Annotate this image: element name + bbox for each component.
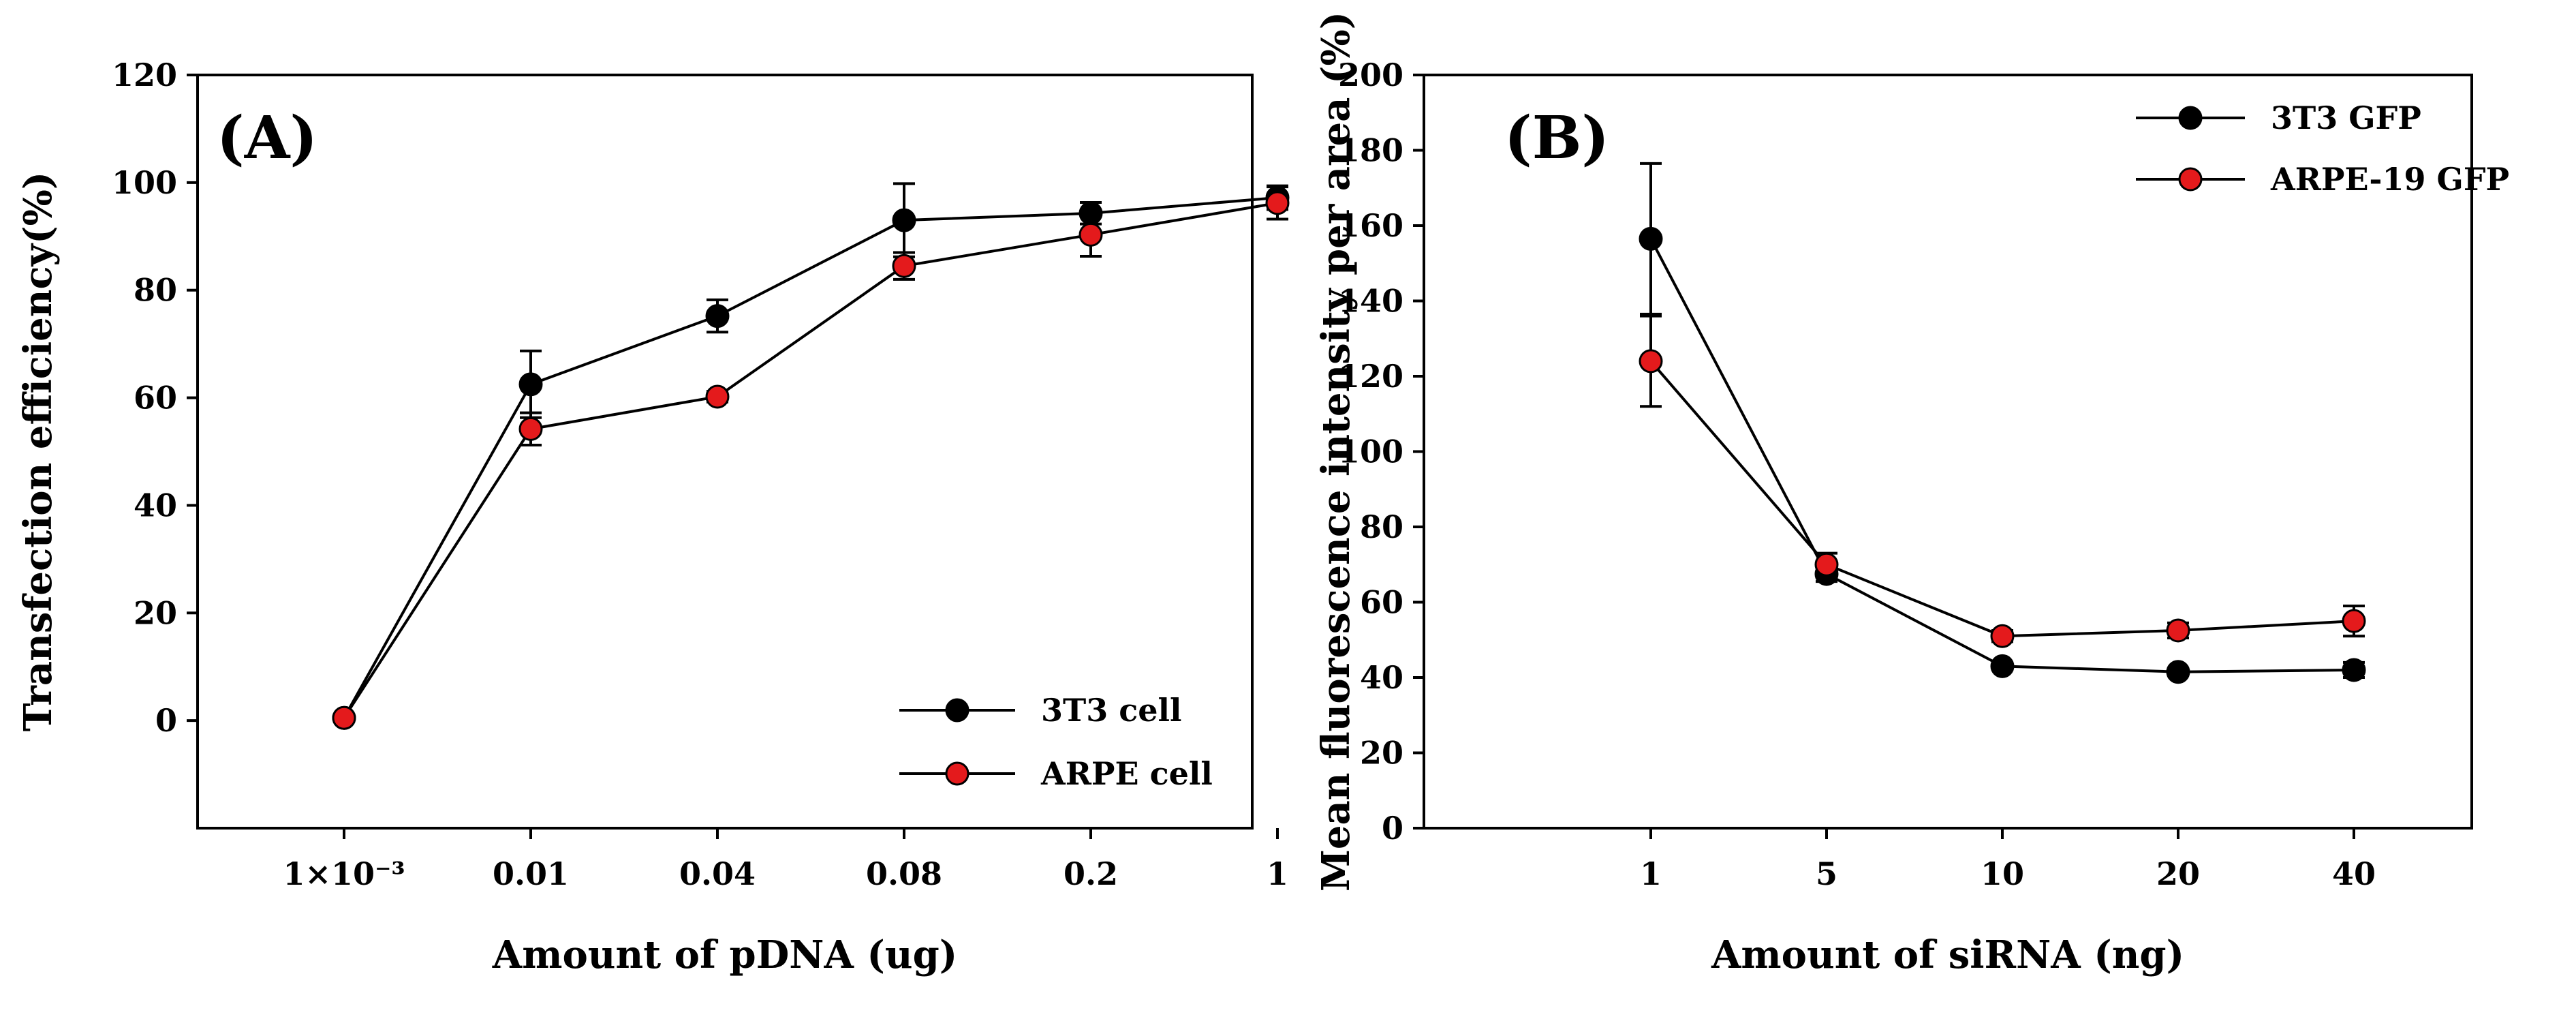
legend-marker — [2178, 106, 2203, 130]
y-tick-label: 60 — [1360, 584, 1403, 621]
series-line — [1649, 360, 2355, 638]
y-tick-label: 100 — [112, 164, 177, 201]
y-tick-label: 40 — [1360, 659, 1403, 696]
x-tick-label: 1×10⁻³ — [283, 855, 405, 892]
y-tick-label: 120 — [1338, 358, 1403, 395]
data-point — [2342, 658, 2366, 682]
x-tick-label: 1 — [1640, 855, 1662, 892]
data-point — [1078, 222, 1103, 247]
data-point — [518, 372, 543, 397]
series-black — [1639, 162, 2366, 684]
legend-marker — [2178, 167, 2203, 192]
plot-frame — [196, 74, 1254, 830]
legend: 3T3 cell ARPE cell — [899, 692, 1213, 792]
chart-panel-1: 0 20 40 60 80 100 120 1×10⁻³ 0.01 0.04 0.08 0.2 1 Amo… — [16, 57, 1290, 977]
legend-marker — [945, 698, 969, 723]
legend-label: ARPE cell — [1040, 755, 1213, 792]
x-tick-label: 20 — [2156, 855, 2200, 892]
x-tick-label: 5 — [1816, 855, 1837, 892]
y-tick-label: 80 — [134, 272, 177, 309]
legend-marker — [945, 761, 969, 786]
data-point — [1814, 552, 1839, 577]
y-tick-label: 160 — [1338, 207, 1403, 244]
series-line — [343, 201, 1278, 719]
y-axis-title: Transfection efficiency(%) — [16, 172, 61, 732]
y-tick-label: 0 — [1382, 810, 1403, 847]
chart-panel-2: 0 20 40 60 80 100 120 140 160 180 200 1 5 10 20 40 Amoun… — [1314, 12, 2509, 977]
x-tick-label: 0.01 — [493, 855, 569, 892]
x-axis-title: Amount of siRNA (ng) — [1711, 932, 2184, 977]
data-point — [2166, 660, 2190, 684]
data-point — [1265, 191, 1290, 215]
series-line — [343, 196, 1278, 719]
series-line — [1649, 238, 2355, 673]
legend-label: 3T3 GFP — [2271, 100, 2421, 136]
y-tick-label: 20 — [1360, 735, 1403, 772]
y-tick-label: 0 — [155, 702, 177, 739]
y-tick-label: 120 — [112, 57, 177, 93]
data-point — [518, 416, 543, 441]
y-axis-title: Mean fluorescence intensity per area (%) — [1314, 12, 1359, 892]
x-axis-title: Amount of pDNA (ug) — [492, 932, 958, 977]
data-point — [705, 304, 730, 329]
data-point — [2342, 609, 2366, 633]
x-tick-label: 40 — [2332, 855, 2376, 892]
x-tick-label: 10 — [1981, 855, 2024, 892]
y-tick-label: 140 — [1338, 283, 1403, 320]
data-point — [892, 254, 916, 278]
y-tick-label: 180 — [1338, 132, 1403, 169]
y-tick-label: 100 — [1338, 434, 1403, 470]
y-tick-label: 200 — [1338, 57, 1403, 93]
legend-label: 3T3 cell — [1041, 692, 1181, 729]
series-red — [1639, 314, 2366, 648]
data-point — [705, 384, 730, 409]
data-point — [892, 208, 916, 232]
y-tick-label: 40 — [134, 487, 177, 523]
data-point — [2166, 618, 2190, 643]
data-point — [1639, 226, 1663, 251]
data-point — [332, 705, 356, 730]
y-tick-label: 60 — [134, 380, 177, 416]
x-tick-label: 1 — [1267, 855, 1288, 892]
series-black — [332, 182, 1290, 730]
y-tick-label: 20 — [134, 594, 177, 631]
data-point — [1990, 654, 2015, 678]
series-red — [332, 185, 1290, 730]
data-point — [1990, 624, 2015, 648]
x-tick-label: 0.04 — [679, 855, 756, 892]
legend: 3T3 GFP ARPE-19 GFP — [2136, 100, 2509, 198]
panel-label: (B) — [1504, 104, 1609, 172]
data-point — [1639, 349, 1663, 374]
x-tick-label: 0.2 — [1064, 855, 1118, 892]
panel-label: (A) — [217, 104, 317, 172]
y-tick-label: 80 — [1360, 508, 1403, 545]
legend-label: ARPE-19 GFP — [2270, 161, 2509, 198]
x-tick-label: 0.08 — [866, 855, 942, 892]
